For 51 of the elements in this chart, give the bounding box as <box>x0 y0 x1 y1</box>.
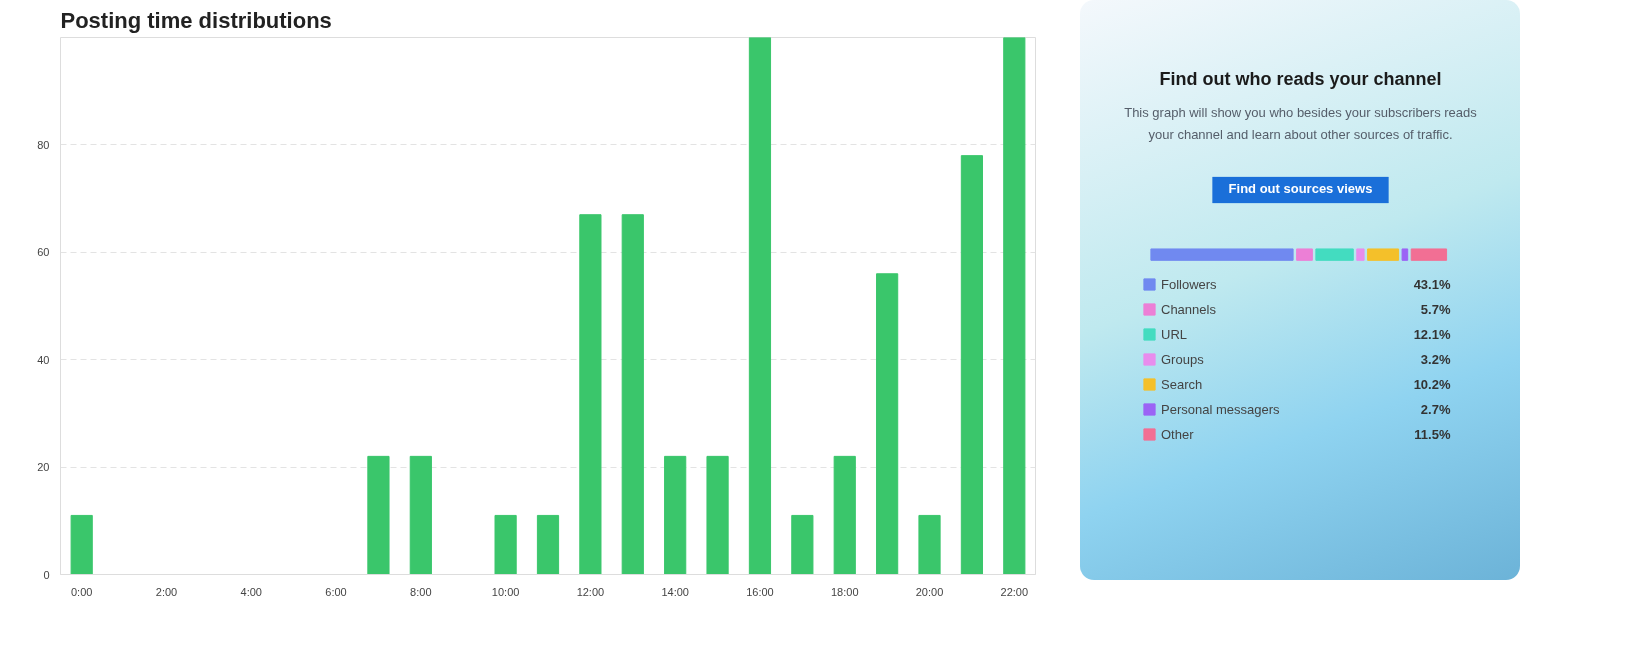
bar <box>833 455 856 575</box>
bar <box>494 514 517 575</box>
x-tick-label: 8:00 <box>410 585 432 598</box>
category-label: URL <box>1161 325 1188 344</box>
x-tick-label: 0:00 <box>70 585 93 598</box>
category-label: Channels <box>1161 300 1216 319</box>
y-tick-label: 80 <box>37 138 50 151</box>
x-tick-label: 20:00 <box>915 585 944 598</box>
category-label: Personal messagers <box>1161 400 1280 419</box>
data-label: 12.1% <box>1413 327 1451 342</box>
bar <box>748 37 772 575</box>
x-tick-label: 10:00 <box>491 585 520 598</box>
category-label: Other <box>1161 425 1194 444</box>
x-tick-label: 22:00 <box>1000 585 1029 598</box>
x-tick-label: 12:00 <box>576 585 605 598</box>
y-tick-label: 40 <box>37 353 50 366</box>
bar <box>536 514 560 575</box>
bar <box>367 455 390 575</box>
bar <box>1003 37 1026 575</box>
bar <box>706 455 729 575</box>
category-label: Groups <box>1161 350 1204 369</box>
bar <box>664 455 687 575</box>
x-tick-label: 14:00 <box>661 585 689 598</box>
bar <box>409 455 432 575</box>
x-tick-label: 4:00 <box>240 585 262 598</box>
y-tick-label: 20 <box>37 461 50 474</box>
x-tick-label: 16:00 <box>746 585 774 598</box>
bar <box>621 214 644 575</box>
text: Find out who reads your channel <box>1159 69 1442 90</box>
x-tick-label: 18:00 <box>830 585 859 598</box>
y-tick-label: 0 <box>43 568 50 581</box>
bar <box>70 514 93 575</box>
text: Find out sources views <box>1228 181 1373 197</box>
bar <box>918 514 941 575</box>
bar <box>876 273 899 575</box>
text: This graph will show you who besides your subscribers reads your channel and learn about other sources of traffic. <box>1124 105 1478 142</box>
bar <box>579 214 602 575</box>
bar <box>791 514 814 575</box>
y-tick-label: 60 <box>37 246 50 259</box>
data-label: 5.7% <box>1420 302 1451 317</box>
data-label: 11.5% <box>1414 427 1451 442</box>
category-label: Search <box>1161 375 1203 394</box>
data-label: 10.2% <box>1413 377 1451 392</box>
chart-title: Posting time distributions <box>60 7 332 33</box>
x-tick-label: 6:00 <box>325 585 347 598</box>
data-label: 2.7% <box>1420 402 1451 417</box>
data-label: 43.1% <box>1413 277 1451 292</box>
x-tick-label: 2:00 <box>155 585 178 598</box>
data-label: 3.2% <box>1420 352 1451 367</box>
bar <box>960 155 984 575</box>
category-label: Followers <box>1161 275 1217 294</box>
